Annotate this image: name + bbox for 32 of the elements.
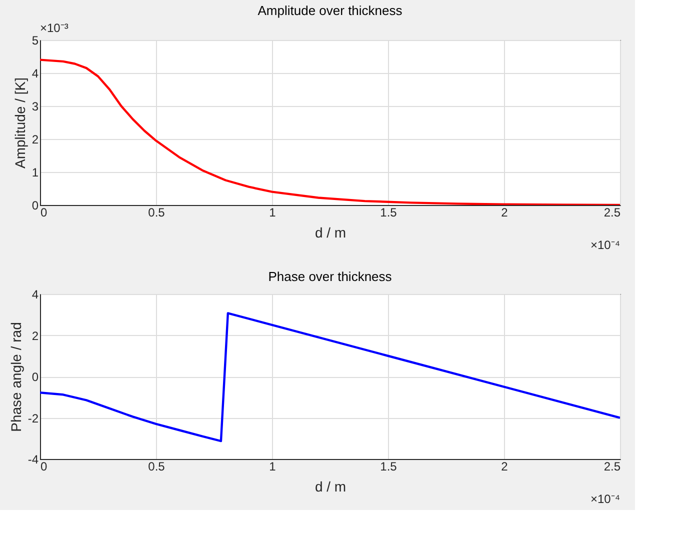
y-tick-label: -4 — [28, 452, 39, 466]
y-tick-label: 2 — [32, 132, 39, 146]
x-tick-label: 0.5 — [148, 206, 166, 220]
x-tick-label: 1.5 — [380, 460, 398, 474]
line-series — [40, 312, 620, 442]
y-tick-label: 4 — [32, 288, 39, 302]
x-tick-label: 0 — [40, 460, 48, 474]
chart-title: Amplitude over thickness — [258, 3, 403, 18]
y-tick-label: 2 — [32, 328, 39, 343]
y-tick-label: -2 — [28, 411, 39, 426]
text: ×10⁻⁴ — [590, 238, 620, 252]
x-axis-title: d / m — [314, 224, 346, 240]
y-tick-label: 5 — [32, 34, 39, 48]
y-tick-label: 1 — [32, 166, 39, 180]
x-tick-label: 1 — [269, 460, 276, 474]
x-tick-label: 2.5 — [604, 206, 621, 220]
y-tick-label: 4 — [32, 66, 39, 80]
x-tick-label: 0 — [40, 206, 48, 220]
text: ×10⁻³ — [40, 21, 68, 35]
x-tick-label: 2.5 — [604, 460, 621, 474]
x-tick-label: 0.5 — [148, 460, 166, 474]
x-tick-label: 1.5 — [380, 206, 398, 220]
y-tick-label: 3 — [32, 100, 39, 114]
text: ×10⁻⁴ — [590, 492, 620, 506]
y-axis-title: Phase angle / rad — [8, 322, 24, 432]
x-tick-label: 2 — [501, 206, 508, 220]
y-axis-title: Amplitude / [K] — [12, 77, 28, 169]
x-tick-label: 1 — [269, 206, 276, 220]
x-tick-label: 2 — [501, 460, 508, 474]
x-axis-title: d / m — [314, 478, 346, 494]
y-tick-label: 0 — [32, 370, 39, 384]
chart-title: Phase over thickness — [268, 269, 392, 284]
